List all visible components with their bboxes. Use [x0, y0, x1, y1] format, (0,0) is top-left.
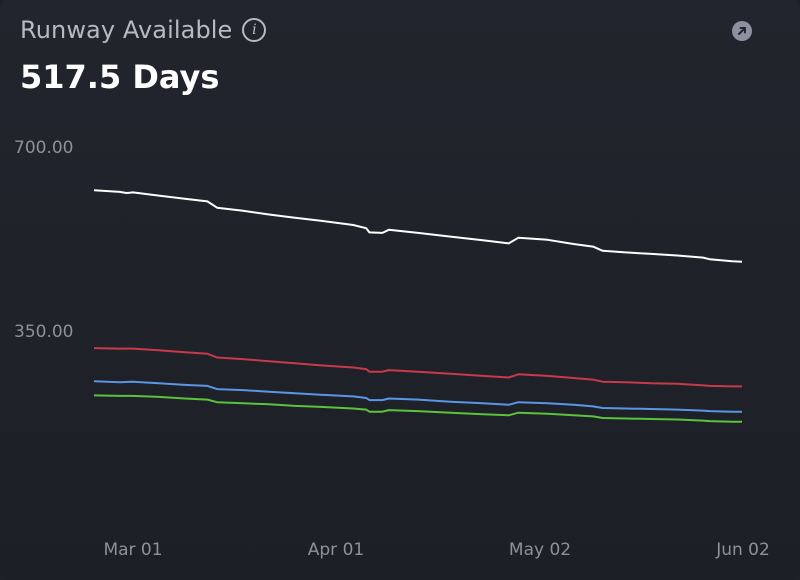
- x-tick-label: Mar 01: [103, 540, 162, 560]
- series-line-1[interactable]: [93, 189, 743, 263]
- y-tick-label: 700.00: [14, 138, 73, 158]
- x-tick-label: Jun 02: [715, 540, 770, 560]
- runway-value: 517.5 Days: [20, 58, 220, 96]
- series-line-2[interactable]: [93, 347, 742, 388]
- x-tick-label: Apr 01: [308, 540, 364, 560]
- series-line-4[interactable]: [93, 394, 742, 423]
- info-icon[interactable]: i: [242, 18, 267, 42]
- arrow-up-right-icon[interactable]: [732, 21, 752, 41]
- series-line-3[interactable]: [93, 380, 742, 413]
- x-tick-label: May 02: [509, 540, 571, 560]
- y-tick-label: 350.00: [14, 322, 73, 342]
- title-row: Runway Available i: [20, 16, 267, 44]
- arrow-up-right-glyph: [738, 27, 746, 35]
- card-title: Runway Available: [20, 16, 233, 44]
